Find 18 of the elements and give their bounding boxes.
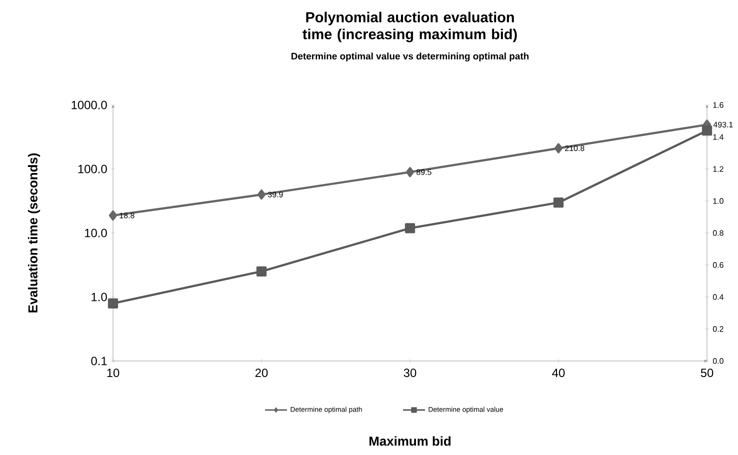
point bbox=[257, 189, 266, 200]
x-tick-label: 10 bbox=[107, 368, 120, 378]
point bbox=[108, 210, 118, 221]
x-tick-label: 40 bbox=[552, 368, 565, 378]
y-tick-label: 100.0 bbox=[78, 164, 107, 174]
y-tick-label: 1000.0 bbox=[72, 100, 107, 110]
x-axis-title: Maximum bid bbox=[369, 436, 451, 446]
x-tick-label: 20 bbox=[255, 368, 268, 378]
point bbox=[554, 143, 563, 154]
y-tick-label: 0.1 bbox=[91, 356, 107, 366]
y-axis-title: Evaluation time (seconds) bbox=[28, 153, 40, 312]
x-tick-label: 50 bbox=[700, 368, 714, 378]
y-tick-label: 1.0 bbox=[92, 292, 107, 302]
x-tick-label: 30 bbox=[404, 368, 416, 378]
chart-title: Polynomial auction evaluation time (increasing maximum bid) bbox=[302, 12, 517, 42]
point bbox=[406, 167, 414, 178]
chart-subtitle: Determine optimal value vs determining optimal path bbox=[292, 52, 529, 62]
y-tick-label: 10.0 bbox=[84, 228, 107, 238]
